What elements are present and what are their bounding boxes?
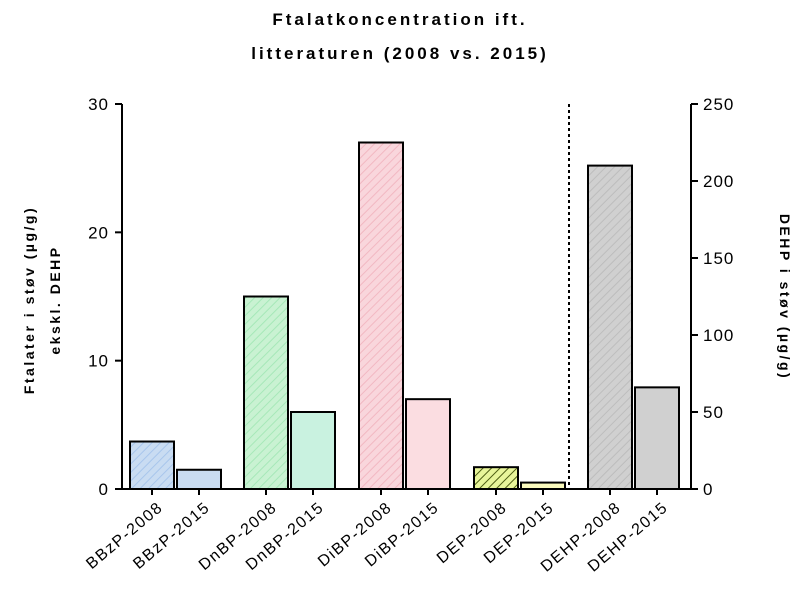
left-tick-label: 20 [88, 223, 109, 242]
bar-dnbp-2008 [243, 295, 289, 490]
right-tick-label: 200 [703, 172, 734, 191]
bar-dibp-2015 [405, 398, 451, 490]
right-tick-label: 100 [703, 326, 734, 345]
right-tick-label: 50 [703, 403, 724, 422]
category-label-dehp-2015: DEHP-2015 [585, 499, 672, 576]
left-tick-label: 10 [88, 352, 109, 371]
chart-title: Ftalatkoncentration ift. litteraturen (2… [251, 10, 549, 63]
bar-dep-2008 [473, 466, 519, 490]
bar-dibp-2008 [358, 141, 404, 490]
right-tick-label: 250 [703, 95, 734, 114]
left-axis-label-line-1: Ftalater i støv (µg/g) [21, 206, 37, 394]
axes: 0 10 20 30 0 50 100 150 200 250 [88, 95, 734, 499]
category-labels: BBzP-2008BBzP-2015DnBP-2008DnBP-2015DiBP… [83, 499, 671, 576]
left-tick-label: 0 [99, 480, 109, 499]
bar-dehp-2015 [634, 386, 680, 490]
right-axis-label: DEHP i støv (µg/g) [777, 214, 793, 380]
bar-dnbp-2015 [290, 411, 336, 490]
bar-bbzp-2015 [176, 468, 222, 490]
chart-title-line-1: Ftalatkoncentration ift. [272, 10, 527, 29]
right-tick-label: 0 [703, 480, 713, 499]
bars [129, 141, 680, 491]
bar-dehp-2008 [587, 164, 633, 490]
bar-bbzp-2008 [129, 440, 175, 490]
right-tick-label: 150 [703, 249, 734, 268]
left-axis-label-line-2: ekskl. DEHP [47, 245, 63, 354]
left-tick-label: 30 [88, 95, 109, 114]
chart-title-line-2: litteraturen (2008 vs. 2015) [251, 44, 549, 63]
left-axis-label: Ftalater i støv (µg/g) ekskl. DEHP [21, 206, 63, 394]
